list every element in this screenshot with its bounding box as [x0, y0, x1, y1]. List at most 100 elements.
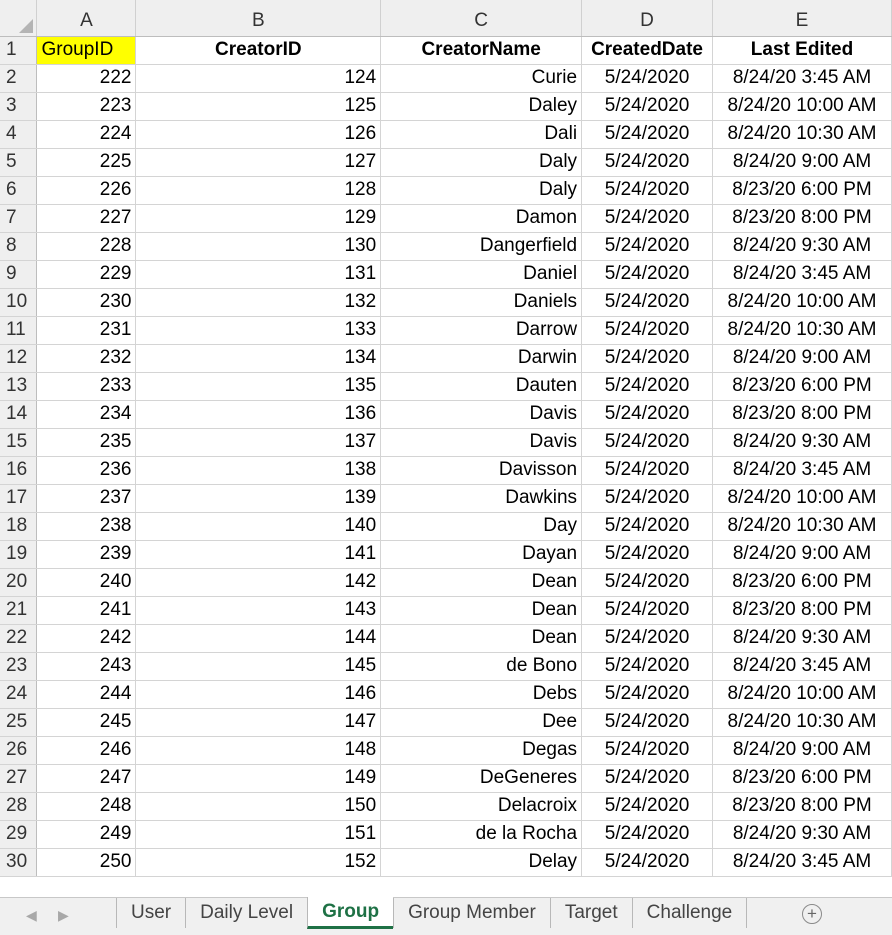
row-header[interactable]: 26: [0, 736, 38, 765]
cell-creatorid[interactable]: 133: [135, 316, 382, 345]
row-header[interactable]: 30: [0, 848, 38, 877]
cell-last-edited[interactable]: 8/23/20 8:00 PM: [712, 792, 892, 821]
cell-last-edited[interactable]: 8/24/20 9:00 AM: [712, 736, 892, 765]
cell-creatorname[interactable]: Damon: [380, 204, 583, 233]
cell-creatorid[interactable]: 131: [135, 260, 382, 289]
cell-creatorname[interactable]: Day: [380, 512, 583, 541]
cell-groupid[interactable]: 241: [36, 596, 137, 625]
cell-createddate[interactable]: 5/24/2020: [581, 260, 714, 289]
cell-last-edited[interactable]: 8/24/20 9:30 AM: [712, 820, 892, 849]
cell-last-edited[interactable]: 8/24/20 10:30 AM: [712, 512, 892, 541]
cell-groupid[interactable]: 246: [36, 736, 137, 765]
cell-creatorname[interactable]: Davis: [380, 428, 583, 457]
cell-last-edited[interactable]: 8/24/20 10:30 AM: [712, 316, 892, 345]
cell-groupid[interactable]: 222: [36, 64, 137, 93]
cell-groupid[interactable]: 223: [36, 92, 137, 121]
header-cell-createddate[interactable]: CreatedDate: [581, 36, 714, 65]
cell-creatorid[interactable]: 124: [135, 64, 382, 93]
cell-creatorname[interactable]: Darwin: [380, 344, 583, 373]
cell-createddate[interactable]: 5/24/2020: [581, 848, 714, 877]
cell-groupid[interactable]: 235: [36, 428, 137, 457]
cell-last-edited[interactable]: 8/24/20 9:00 AM: [712, 540, 892, 569]
cell-last-edited[interactable]: 8/23/20 6:00 PM: [712, 372, 892, 401]
cell-groupid[interactable]: 249: [36, 820, 137, 849]
cell-creatorname[interactable]: Darrow: [380, 316, 583, 345]
cell-creatorname[interactable]: Daly: [380, 176, 583, 205]
cell-groupid[interactable]: 248: [36, 792, 137, 821]
cell-creatorid[interactable]: 132: [135, 288, 382, 317]
cell-last-edited[interactable]: 8/24/20 10:00 AM: [712, 92, 892, 121]
row-header[interactable]: 27: [0, 764, 38, 793]
cell-creatorid[interactable]: 140: [135, 512, 382, 541]
cell-creatorid[interactable]: 126: [135, 120, 382, 149]
sheet-tab-user[interactable]: User: [116, 898, 185, 928]
cell-creatorname[interactable]: Davisson: [380, 456, 583, 485]
cell-createddate[interactable]: 5/24/2020: [581, 344, 714, 373]
cell-groupid[interactable]: 224: [36, 120, 137, 149]
cell-createddate[interactable]: 5/24/2020: [581, 148, 714, 177]
cell-creatorname[interactable]: Dee: [380, 708, 583, 737]
row-header[interactable]: 17: [0, 484, 38, 513]
cell-creatorname[interactable]: Davis: [380, 400, 583, 429]
cell-creatorid[interactable]: 151: [135, 820, 382, 849]
select-all-button[interactable]: [0, 0, 38, 37]
cell-createddate[interactable]: 5/24/2020: [581, 484, 714, 513]
cell-createddate[interactable]: 5/24/2020: [581, 64, 714, 93]
cell-groupid[interactable]: 229: [36, 260, 137, 289]
cell-creatorname[interactable]: Dali: [380, 120, 583, 149]
cell-last-edited[interactable]: 8/24/20 10:30 AM: [712, 708, 892, 737]
sheet-tab-group-member[interactable]: Group Member: [393, 898, 550, 928]
cell-createddate[interactable]: 5/24/2020: [581, 792, 714, 821]
row-header[interactable]: 4: [0, 120, 38, 149]
cell-creatorname[interactable]: Degas: [380, 736, 583, 765]
cell-creatorname[interactable]: Daly: [380, 148, 583, 177]
cell-creatorname[interactable]: Dean: [380, 568, 583, 597]
row-header[interactable]: 8: [0, 232, 38, 261]
column-header-a[interactable]: A: [36, 0, 137, 37]
cell-creatorid[interactable]: 149: [135, 764, 382, 793]
cell-creatorid[interactable]: 137: [135, 428, 382, 457]
cell-creatorid[interactable]: 130: [135, 232, 382, 261]
cell-last-edited[interactable]: 8/24/20 10:00 AM: [712, 680, 892, 709]
cell-createddate[interactable]: 5/24/2020: [581, 428, 714, 457]
cell-creatorid[interactable]: 135: [135, 372, 382, 401]
cell-last-edited[interactable]: 8/24/20 9:30 AM: [712, 428, 892, 457]
cell-groupid[interactable]: 242: [36, 624, 137, 653]
cell-createddate[interactable]: 5/24/2020: [581, 372, 714, 401]
cell-groupid[interactable]: 230: [36, 288, 137, 317]
row-header[interactable]: 5: [0, 148, 38, 177]
cell-creatorname[interactable]: Dawkins: [380, 484, 583, 513]
cell-createddate[interactable]: 5/24/2020: [581, 820, 714, 849]
cell-createddate[interactable]: 5/24/2020: [581, 680, 714, 709]
cell-creatorid[interactable]: 125: [135, 92, 382, 121]
cell-groupid[interactable]: 234: [36, 400, 137, 429]
header-cell-creatorname[interactable]: CreatorName: [380, 36, 583, 65]
row-header[interactable]: 2: [0, 64, 38, 93]
cell-last-edited[interactable]: 8/23/20 8:00 PM: [712, 596, 892, 625]
cell-groupid[interactable]: 233: [36, 372, 137, 401]
row-header[interactable]: 23: [0, 652, 38, 681]
cell-creatorname[interactable]: Curie: [380, 64, 583, 93]
cell-creatorname[interactable]: Delacroix: [380, 792, 583, 821]
scroll-tabs-left-icon[interactable]: ◀: [26, 907, 37, 923]
row-header[interactable]: 3: [0, 92, 38, 121]
sheet-tab-group[interactable]: Group: [307, 897, 394, 929]
cell-last-edited[interactable]: 8/24/20 9:30 AM: [712, 624, 892, 653]
cell-groupid[interactable]: 227: [36, 204, 137, 233]
row-header[interactable]: 18: [0, 512, 38, 541]
cell-createddate[interactable]: 5/24/2020: [581, 652, 714, 681]
cell-creatorid[interactable]: 136: [135, 400, 382, 429]
sheet-tab-challenge[interactable]: Challenge: [631, 898, 748, 928]
row-header[interactable]: 28: [0, 792, 38, 821]
cell-createddate[interactable]: 5/24/2020: [581, 232, 714, 261]
cell-creatorname[interactable]: Daley: [380, 92, 583, 121]
cell-last-edited[interactable]: 8/24/20 3:45 AM: [712, 848, 892, 877]
cell-createddate[interactable]: 5/24/2020: [581, 316, 714, 345]
cell-creatorid[interactable]: 138: [135, 456, 382, 485]
cell-creatorid[interactable]: 128: [135, 176, 382, 205]
cell-createddate[interactable]: 5/24/2020: [581, 176, 714, 205]
cell-createddate[interactable]: 5/24/2020: [581, 568, 714, 597]
row-header[interactable]: 19: [0, 540, 38, 569]
spreadsheet-grid[interactable]: A B C D E 1 GroupID CreatorID CreatorNam…: [0, 0, 892, 897]
header-cell-groupid[interactable]: GroupID: [36, 36, 137, 65]
